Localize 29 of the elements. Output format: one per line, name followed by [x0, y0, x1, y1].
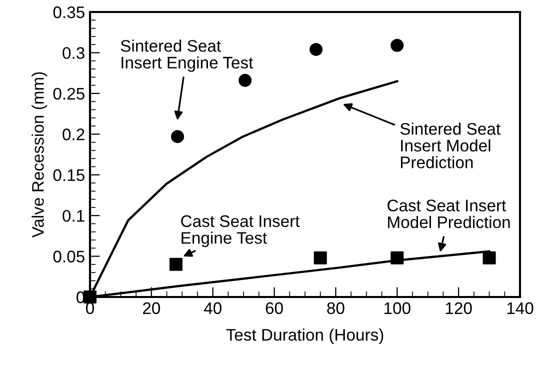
x-tick-label: 80	[327, 302, 344, 314]
point	[314, 251, 327, 264]
y-tick-label: 0.2	[62, 128, 84, 140]
x-tick-label: 140	[507, 302, 534, 314]
x-tick-label: 40	[204, 302, 222, 314]
point	[482, 251, 496, 264]
x-tick-label: 60	[266, 302, 283, 314]
annotation: Sintered Seat Insert Model Prediction	[400, 122, 500, 168]
point	[390, 38, 404, 52]
point	[310, 42, 323, 56]
y-tick-label: 0.25	[53, 88, 84, 100]
x-tick-label: 100	[384, 302, 410, 314]
point	[390, 251, 404, 264]
point	[238, 74, 252, 87]
y-tick-label: 0.15	[53, 169, 84, 182]
y-tick-label: 0.35	[53, 6, 84, 18]
annotation: Cast Seat Insert Model Prediction	[388, 200, 510, 228]
annotation: Sintered Seat Insert Engine Test	[120, 40, 254, 72]
point	[169, 258, 183, 271]
y-tick-label: 0.05	[53, 250, 84, 262]
point	[171, 130, 184, 144]
y-tick-label: 0.3	[62, 47, 84, 59]
x-tick-label: 120	[446, 302, 472, 314]
x-axis-title: Test Duration (Hours)	[226, 328, 384, 344]
annotation: Cast Seat Insert Engine Test	[181, 215, 300, 248]
y-axis-title: Valve Recession (mm)	[32, 72, 48, 238]
point	[83, 290, 97, 304]
x-tick-label: 20	[143, 302, 160, 314]
y-tick-label: 0.1	[62, 210, 84, 222]
